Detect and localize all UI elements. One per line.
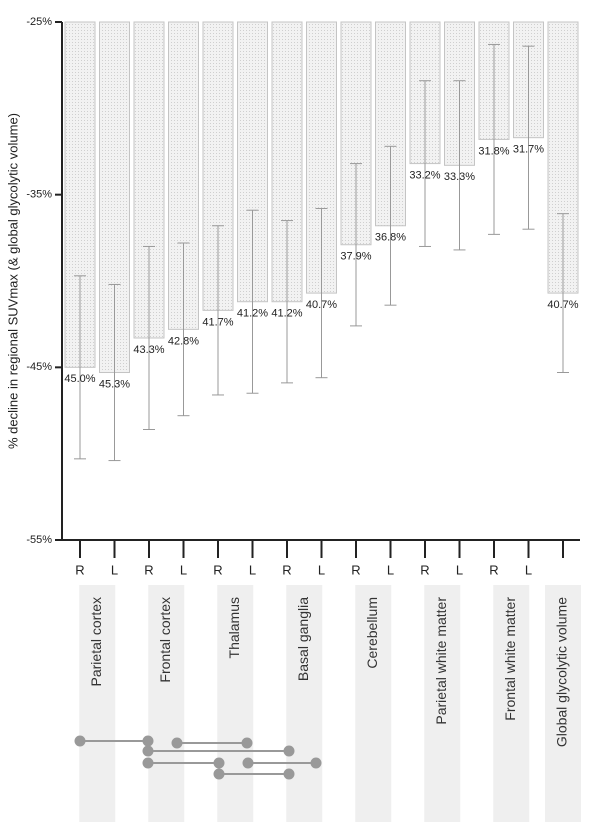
- value-label: 33.2%: [409, 169, 440, 181]
- x-tick-label: R: [75, 562, 84, 577]
- error-bar: [522, 45, 535, 230]
- value-label: 36.8%: [375, 232, 406, 244]
- value-label: 43.3%: [133, 344, 164, 356]
- group-column: [355, 585, 392, 822]
- x-tick-label: L: [180, 562, 187, 577]
- group-label: Parietal cortex: [88, 597, 104, 686]
- group-column: [424, 585, 461, 822]
- error-bar: [315, 207, 328, 379]
- y-tick-label: -25%: [26, 16, 52, 28]
- error-bar: [281, 220, 293, 384]
- group-label: Frontal cortex: [157, 597, 173, 683]
- x-tick-label: R: [351, 562, 360, 577]
- value-label: 31.7%: [513, 144, 544, 156]
- group-columns: [79, 585, 581, 822]
- value-label: 40.7%: [547, 299, 578, 311]
- error-bar: [74, 275, 86, 460]
- x-tick-label: R: [282, 562, 291, 577]
- error-bar: [453, 80, 466, 251]
- group-column: [493, 585, 530, 822]
- x-tick-label: L: [525, 562, 532, 577]
- group-label: Thalamus: [226, 597, 242, 658]
- significance-diagram: [74, 735, 322, 780]
- value-label: 45.0%: [64, 373, 95, 385]
- y-tick-label: -45%: [26, 361, 52, 373]
- error-bar: [177, 242, 190, 417]
- value-label: 33.3%: [444, 171, 475, 183]
- value-label: 40.7%: [306, 299, 337, 311]
- x-tick-label: L: [111, 562, 118, 577]
- group-label: Cerebellum: [364, 597, 380, 669]
- group-label: Parietal white matter: [433, 597, 449, 725]
- group-column: [79, 585, 116, 822]
- error-bar: [419, 80, 431, 247]
- value-label: 41.7%: [202, 316, 233, 328]
- x-tick-label: R: [213, 562, 222, 577]
- y-tick-label: -55%: [26, 534, 52, 546]
- error-bar: [108, 283, 121, 462]
- x-tick-label: L: [249, 562, 256, 577]
- x-tick-label: R: [420, 562, 429, 577]
- x-tick-label: L: [318, 562, 325, 577]
- value-label: 42.8%: [168, 335, 199, 347]
- value-label: 31.8%: [478, 145, 509, 157]
- error-bar: [488, 43, 500, 235]
- group-label: Frontal white matter: [502, 597, 518, 721]
- group-label: Global glycolytic volume: [554, 597, 570, 747]
- value-label: 41.2%: [237, 308, 268, 320]
- error-bar: [350, 163, 362, 327]
- group-column: [148, 585, 185, 822]
- error-bar: [212, 225, 224, 396]
- group-column: [545, 585, 581, 822]
- group-column: [286, 585, 323, 822]
- group-label: Basal ganglia: [295, 597, 311, 681]
- x-tick-label: R: [489, 562, 498, 577]
- error-bar: [143, 245, 155, 430]
- y-tick-label: -35%: [26, 189, 52, 201]
- error-bar: [557, 213, 569, 374]
- x-tick-label: R: [144, 562, 153, 577]
- error-bar: [246, 209, 259, 394]
- value-label: 45.3%: [99, 378, 130, 390]
- error-bar: [384, 145, 397, 306]
- group-column: [217, 585, 254, 822]
- y-axis-label: % decline in regional SUVmax (& global g…: [5, 113, 20, 449]
- x-tick-label: L: [387, 562, 394, 577]
- value-label: 41.2%: [271, 308, 302, 320]
- x-tick-label: L: [456, 562, 463, 577]
- value-label: 37.9%: [340, 251, 371, 263]
